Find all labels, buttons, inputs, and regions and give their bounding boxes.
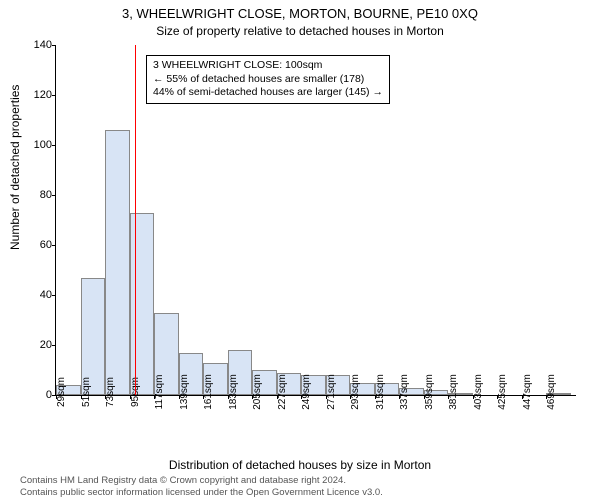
x-tick-label: 447sqm [522, 374, 533, 410]
y-tick-mark [52, 245, 56, 246]
x-tick-label: 117sqm [154, 375, 165, 410]
y-tick-label: 120 [34, 89, 52, 101]
histogram-bar [130, 213, 155, 396]
x-tick-label: 315sqm [375, 374, 386, 410]
y-tick-label: 140 [34, 39, 52, 51]
x-tick-label: 205sqm [252, 374, 263, 410]
x-tick-label: 425sqm [497, 374, 508, 410]
x-tick-label: 359sqm [424, 374, 435, 410]
y-tick-mark [52, 295, 56, 296]
x-tick-label: 227sqm [277, 374, 288, 410]
y-tick-label: 20 [40, 339, 52, 351]
y-tick-mark [52, 195, 56, 196]
y-tick-label: 80 [40, 189, 52, 201]
y-tick-label: 40 [40, 289, 52, 301]
plot-area: 02040608010012014029sqm51sqm73sqm95sqm11… [55, 45, 576, 396]
histogram-bar [105, 130, 130, 395]
x-tick-label: 403sqm [473, 374, 484, 410]
x-tick-label: 293sqm [350, 374, 361, 410]
y-tick-mark [52, 145, 56, 146]
annotation-line: ← 55% of detached houses are smaller (17… [153, 73, 383, 87]
chart-container: 3, WHEELWRIGHT CLOSE, MORTON, BOURNE, PE… [0, 0, 600, 500]
chart-title: 3, WHEELWRIGHT CLOSE, MORTON, BOURNE, PE… [0, 6, 600, 21]
y-tick-label: 100 [34, 139, 52, 151]
annotation-box: 3 WHEELWRIGHT CLOSE: 100sqm← 55% of deta… [146, 55, 390, 104]
x-tick-label: 249sqm [301, 374, 312, 410]
y-axis-label: Number of detached properties [8, 85, 22, 250]
reference-line [135, 45, 136, 395]
x-tick-label: 73sqm [105, 377, 116, 407]
x-tick-label: 29sqm [56, 377, 67, 407]
x-axis-label: Distribution of detached houses by size … [0, 458, 600, 472]
x-tick-label: 183sqm [228, 374, 239, 410]
x-tick-label: 381sqm [448, 374, 459, 410]
annotation-line: 44% of semi-detached houses are larger (… [153, 86, 383, 100]
y-tick-mark [52, 95, 56, 96]
footer-line-1: Contains HM Land Registry data © Crown c… [20, 475, 383, 486]
footer-line-2: Contains public sector information licen… [20, 487, 383, 498]
chart-subtitle: Size of property relative to detached ho… [0, 24, 600, 38]
y-tick-mark [52, 45, 56, 46]
x-tick-label: 469sqm [546, 374, 557, 410]
y-tick-mark [52, 345, 56, 346]
x-tick-label: 51sqm [81, 377, 92, 407]
x-tick-label: 271sqm [326, 374, 337, 410]
x-tick-label: 337sqm [399, 374, 410, 410]
x-tick-label: 139sqm [179, 374, 190, 410]
x-tick-label: 161sqm [203, 374, 214, 410]
y-tick-label: 60 [40, 239, 52, 251]
annotation-line: 3 WHEELWRIGHT CLOSE: 100sqm [153, 59, 383, 73]
footer-text: Contains HM Land Registry data © Crown c… [20, 475, 383, 498]
